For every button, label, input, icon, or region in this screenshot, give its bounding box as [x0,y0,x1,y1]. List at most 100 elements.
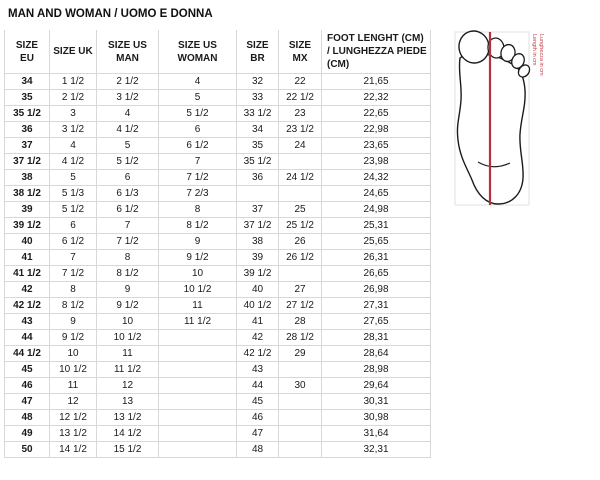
table-cell: 4 1/2 [96,121,159,138]
table-cell: 10 [96,313,159,330]
table-cell: 23 1/2 [278,121,322,138]
table-cell: 36 [4,121,50,138]
table-cell: 3 1/2 [96,89,159,106]
table-cell [158,425,237,442]
table-cell: 26 1/2 [278,249,322,266]
table-cell: 26,65 [321,265,431,282]
table-cell: 26 [278,233,322,250]
table-cell [158,345,237,362]
table-cell: 4 [49,137,97,154]
foot-length-label-en: Length in cm [531,34,537,66]
table-cell: 42 [4,281,50,298]
table-cell: 8 1/2 [158,217,237,234]
table-cell: 41 1/2 [4,265,50,282]
table-cell: 28,98 [321,361,431,378]
table-row: 38 1/2 5 1/3 6 1/3 7 2/3 24,65 [4,185,431,202]
table-cell: 8 1/2 [96,265,159,282]
table-cell: 37 1/2 [4,153,50,170]
table-cell: 11 [49,377,97,394]
table-row: 41 7 8 9 1/2 39 26 1/2 26,31 [4,249,431,266]
table-cell [158,377,237,394]
table-cell [158,441,237,458]
table-cell: 8 [49,281,97,298]
table-cell: 44 [4,329,50,346]
table-cell: 5 [96,137,159,154]
table-cell: 6 1/2 [96,201,159,218]
table-cell: 37 1/2 [236,217,279,234]
foot-length-label-it: Lunghezza in cm [538,34,544,76]
table-cell [236,185,279,202]
table-cell: 22 1/2 [278,89,322,106]
table-cell [278,153,322,170]
table-cell [278,409,322,426]
table-cell: 27 1/2 [278,297,322,314]
table-cell: 24 [278,137,322,154]
table-cell: 27,65 [321,313,431,330]
column-header: SIZE MX [278,30,322,74]
table-cell: 3 1/2 [49,121,97,138]
table-cell [158,361,237,378]
table-cell: 1 1/2 [49,73,97,90]
table-cell: 24 1/2 [278,169,322,186]
table-cell: 24,65 [321,185,431,202]
table-cell: 6 1/2 [158,137,237,154]
table-cell [278,185,322,202]
table-cell: 10 1/2 [49,361,97,378]
table-cell: 35 [4,89,50,106]
table-cell: 29 [278,345,322,362]
table-row: 42 1/2 8 1/2 9 1/2 11 40 1/2 27 1/2 27,31 [4,297,431,314]
table-cell: 7 1/2 [158,169,237,186]
table-cell: 42 1/2 [236,345,279,362]
table-cell: 27 [278,281,322,298]
column-header: SIZE EU [4,30,50,74]
table-cell: 26,31 [321,249,431,266]
table-cell: 13 [96,393,159,410]
table-row: 45 10 1/2 11 1/2 43 28,98 [4,361,431,378]
table-cell [158,409,237,426]
table-cell: 5 1/2 [49,201,97,218]
table-row: 37 4 5 6 1/2 35 24 23,65 [4,137,431,154]
table-cell: 12 1/2 [49,409,97,426]
table-cell: 6 1/3 [96,185,159,202]
table-row: 40 6 1/2 7 1/2 9 38 26 25,65 [4,233,431,250]
table-cell: 41 [236,313,279,330]
table-cell: 8 [158,201,237,218]
table-cell: 42 [236,329,279,346]
table-cell: 8 [96,249,159,266]
table-cell: 2 1/2 [49,89,97,106]
table-cell: 9 [49,313,97,330]
table-cell: 43 [4,313,50,330]
table-cell [278,393,322,410]
table-cell: 48 [4,409,50,426]
table-cell: 47 [236,425,279,442]
table-row: 47 12 13 45 30,31 [4,393,431,410]
table-cell: 25 1/2 [278,217,322,234]
table-cell: 21,65 [321,73,431,90]
table-header-row: SIZE EU SIZE UK SIZE US MAN SIZE US WOMAN SI… [4,30,431,74]
table-cell: 38 [236,233,279,250]
toe-outline [517,64,531,78]
table-cell: 43 [236,361,279,378]
table-cell: 10 [49,345,97,362]
foot-diagram: Length in cm Lunghezza in cm [454,30,544,206]
table-cell: 46 [236,409,279,426]
table-cell: 9 1/2 [49,329,97,346]
table-row: 35 2 1/2 3 1/2 5 33 22 1/2 22,32 [4,89,431,106]
table-cell: 7 1/2 [49,265,97,282]
table-cell: 30 [278,377,322,394]
table-cell: 49 [4,425,50,442]
table-cell: 6 [158,121,237,138]
table-cell: 35 [236,137,279,154]
table-cell: 33 1/2 [236,105,279,122]
table-row: 44 1/2 10 11 42 1/2 29 28,64 [4,345,431,362]
table-cell: 7 1/2 [96,233,159,250]
table-cell [278,441,322,458]
table-cell: 12 [96,377,159,394]
table-cell: 5 1/2 [96,153,159,170]
table-cell: 47 [4,393,50,410]
table-row: 34 1 1/2 2 1/2 4 32 22 21,65 [4,73,431,90]
table-cell: 6 [49,217,97,234]
table-cell: 35 1/2 [4,105,50,122]
table-cell: 22,65 [321,105,431,122]
column-header: SIZE US MAN [96,30,159,74]
